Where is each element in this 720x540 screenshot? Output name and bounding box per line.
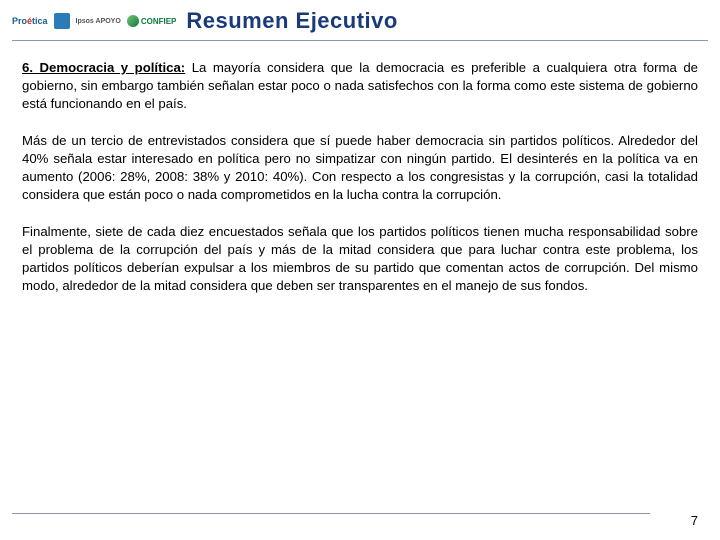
- logo-proetica-post: tica: [32, 16, 48, 26]
- logo-ipsos: Ipsos APOYO: [76, 18, 121, 25]
- footer-divider: [12, 513, 650, 514]
- paragraph-3: Finalmente, siete de cada diez encuestad…: [22, 223, 698, 296]
- confiep-circle-icon: [127, 15, 139, 27]
- slide-header: Proética Ipsos APOYO CONFIEP Resumen Eje…: [0, 0, 720, 38]
- logo-box-icon: [54, 13, 70, 29]
- logo-confiep-text: CONFIEP: [141, 17, 177, 26]
- paragraph-1: 6. Democracia y política: La mayoría con…: [22, 59, 698, 114]
- section-heading: 6. Democracia y política:: [22, 60, 185, 75]
- slide-title: Resumen Ejecutivo: [186, 8, 397, 34]
- slide-body: 6. Democracia y política: La mayoría con…: [0, 41, 720, 295]
- paragraph-2: Más de un tercio de entrevistados consid…: [22, 132, 698, 205]
- logo-confiep: CONFIEP: [127, 15, 177, 27]
- logo-proetica: Proética: [12, 16, 48, 26]
- logo-ipsos-text: Ipsos APOYO: [76, 18, 121, 25]
- logo-proetica-pre: Pro: [12, 16, 27, 26]
- page-number: 7: [691, 513, 698, 528]
